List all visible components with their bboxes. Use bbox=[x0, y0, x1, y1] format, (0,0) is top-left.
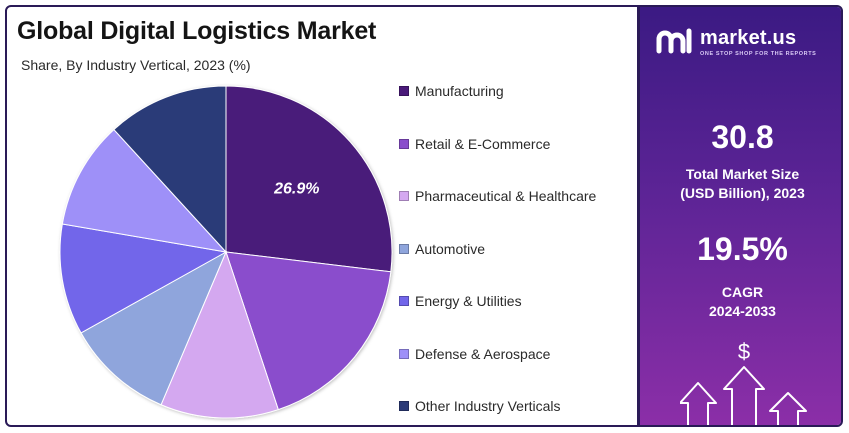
legend-item: Pharmaceutical & Healthcare bbox=[399, 170, 596, 223]
chart-subtitle: Share, By Industry Vertical, 2023 (%) bbox=[21, 57, 251, 73]
legend-label: Energy & Utilities bbox=[415, 293, 522, 310]
brand-logo: market.us ONE STOP SHOP FOR THE REPORTS bbox=[656, 25, 832, 61]
pie-slice-pharmaceutical-healthcare bbox=[160, 250, 279, 419]
legend-item: Energy & Utilities bbox=[399, 275, 596, 328]
pie-slice-manufacturing bbox=[225, 85, 393, 273]
stats-panel: market.us ONE STOP SHOP FOR THE REPORTS … bbox=[637, 7, 841, 425]
cagr-label: CAGR 2024-2033 bbox=[709, 284, 776, 319]
cagr-value: 19.5% bbox=[697, 231, 788, 267]
market-us-logo-icon bbox=[656, 28, 692, 54]
legend-swatch bbox=[399, 138, 409, 149]
legend-item: Other Industry Verticals bbox=[399, 380, 596, 425]
dollar-sign-icon: $ bbox=[738, 339, 750, 364]
legend-label: Retail & E-Commerce bbox=[415, 135, 551, 152]
legend-item: Automotive bbox=[399, 223, 596, 276]
legend-label: Other Industry Verticals bbox=[415, 398, 561, 415]
legend-item: Retail & E-Commerce bbox=[399, 118, 596, 171]
pie-slice-other-industry-verticals bbox=[113, 85, 227, 254]
legend-label: Automotive bbox=[415, 240, 486, 257]
chart-legend: Manufacturing Retail & E-Commerce Pharmace… bbox=[399, 65, 596, 425]
legend-swatch bbox=[399, 296, 409, 307]
market-size-label: Total Market Size (USD Billion), 2023 bbox=[680, 166, 805, 201]
legend-swatch bbox=[399, 243, 409, 254]
legend-label: Pharmaceutical & Healthcare bbox=[415, 188, 597, 205]
growth-arrows-icon: $ bbox=[680, 339, 807, 425]
legend-label: Manufacturing bbox=[415, 83, 504, 100]
pie-slice-energy-utilities bbox=[59, 223, 228, 334]
legend-swatch bbox=[399, 86, 409, 97]
brand-name: market.us bbox=[700, 27, 797, 49]
brand-tagline: ONE STOP SHOP FOR THE REPORTS bbox=[700, 51, 817, 57]
market-size-value: 30.8 bbox=[711, 119, 774, 155]
chart-title: Global Digital Logistics Market bbox=[17, 17, 377, 45]
legend-item: Defense & Aerospace bbox=[399, 328, 596, 381]
legend-label: Defense & Aerospace bbox=[415, 345, 551, 362]
legend-swatch bbox=[399, 401, 409, 412]
pie-slice-defense-aerospace bbox=[61, 128, 228, 253]
pie-slice-automotive bbox=[80, 250, 228, 406]
legend-item: Manufacturing bbox=[399, 65, 596, 118]
pie-chart: 26.9% bbox=[59, 85, 393, 419]
pie-slice-retail-e-commerce bbox=[225, 251, 392, 411]
pie-data-label: 26.9% bbox=[273, 180, 319, 197]
legend-swatch bbox=[399, 348, 409, 359]
infographic-frame: Global Digital Logistics Market Share, B… bbox=[5, 5, 843, 427]
legend-swatch bbox=[399, 191, 409, 202]
